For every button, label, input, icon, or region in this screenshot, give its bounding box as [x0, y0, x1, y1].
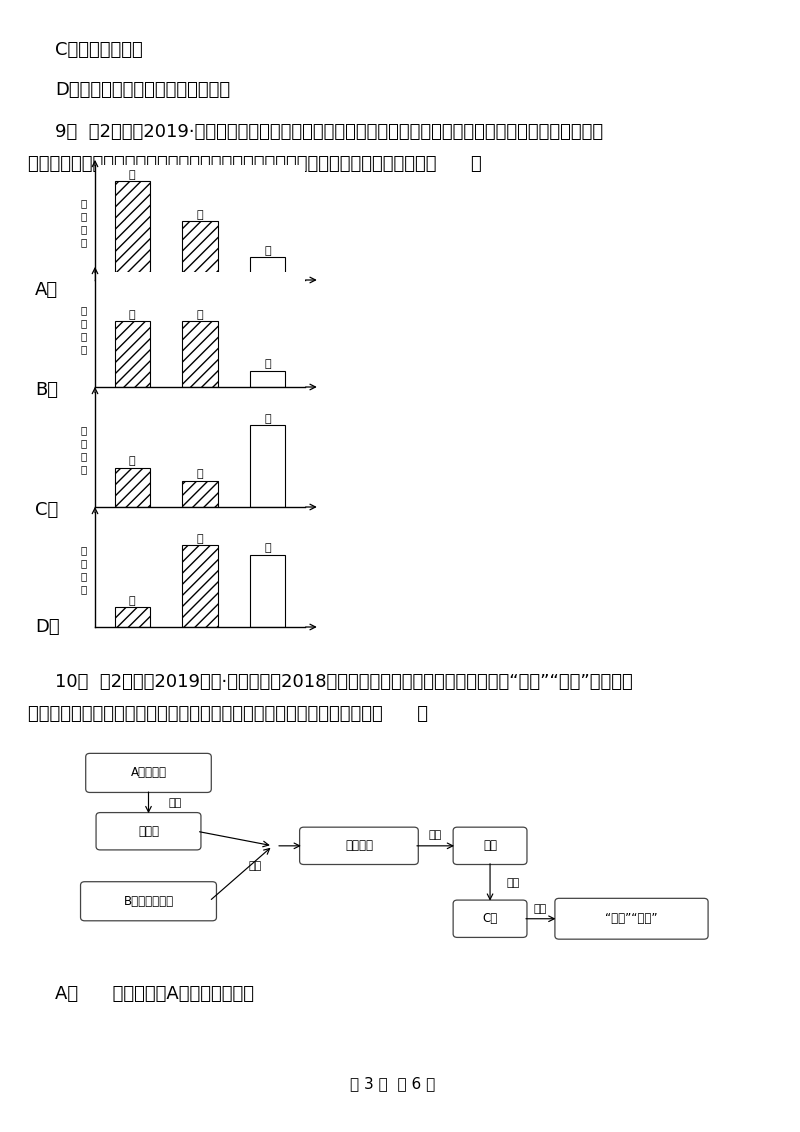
- Text: B．: B．: [35, 381, 58, 398]
- Bar: [114, 181, 150, 280]
- Text: “中中”“华华”: “中中”“华华”: [606, 912, 658, 925]
- Text: 9．  （2分）（2019·衡阳）某森林中生存着一群不同体色的蛾类，由于某种原因，森林中几乎所有树木的颜: 9． （2分）（2019·衡阳）某森林中生存着一群不同体色的蛾类，由于某种原因，…: [55, 123, 603, 142]
- Text: 棕: 棕: [129, 595, 135, 606]
- Text: A．      克隆动物与A猴的性状最相似: A． 克隆动物与A猴的性状最相似: [55, 985, 254, 1003]
- Y-axis label: 蛾
的
数
量: 蛾 的 数 量: [81, 424, 87, 474]
- Text: C．植物的器官少: C．植物的器官少: [55, 41, 142, 59]
- Text: C猴: C猴: [482, 912, 498, 925]
- Y-axis label: 蛾
的
数
量: 蛾 的 数 量: [81, 305, 87, 354]
- Text: 灰: 灰: [197, 310, 203, 320]
- Text: 棕: 棕: [129, 170, 135, 180]
- Text: 棕: 棕: [129, 310, 135, 320]
- Text: B猴去核卵细胞: B猴去核卵细胞: [123, 894, 174, 908]
- Text: 白: 白: [265, 413, 271, 423]
- Text: 取出: 取出: [168, 798, 182, 807]
- Y-axis label: 蛾
的
数
量: 蛾 的 数 量: [81, 544, 87, 594]
- Text: D．: D．: [35, 618, 60, 636]
- Text: 产下: 产下: [534, 903, 547, 914]
- Bar: [250, 555, 286, 627]
- Bar: [114, 607, 150, 627]
- Text: 白: 白: [265, 543, 271, 554]
- Bar: [182, 544, 218, 627]
- Text: 移植: 移植: [506, 877, 519, 887]
- Bar: [182, 321, 218, 387]
- Text: D．人由器官构成系统，再构成人体: D．人由器官构成系统，再构成人体: [55, 82, 230, 98]
- Bar: [250, 370, 286, 387]
- Text: 灰: 灰: [197, 533, 203, 543]
- Bar: [114, 468, 150, 507]
- Text: 灰: 灰: [197, 209, 203, 220]
- Text: 细胞核: 细胞核: [138, 825, 159, 838]
- Text: 培养: 培养: [429, 831, 442, 840]
- Text: A猴体细胞: A猴体细胞: [130, 766, 166, 780]
- Y-axis label: 蛾
的
数
量: 蛾 的 数 量: [81, 198, 87, 247]
- Text: 白: 白: [265, 246, 271, 256]
- Text: 人们的关注。下图是克隆猴的流程示意图，下列有关克隆的说法错误的是（      ）: 人们的关注。下图是克隆猴的流程示意图，下列有关克隆的说法错误的是（ ）: [28, 705, 428, 723]
- Text: 色都变成了灰白色。请你推测多年以后，下图中最能体现这群蛾类体色变化趋势的是（      ）: 色都变成了灰白色。请你推测多年以后，下图中最能体现这群蛾类体色变化趋势的是（ ）: [28, 155, 482, 173]
- Text: 10．  （2分）（2019八下·镇江月考）2018年，我国科学家成功培育出两只克隆猴“中中”“华华”，引起了: 10． （2分）（2019八下·镇江月考）2018年，我国科学家成功培育出两只克…: [55, 674, 633, 691]
- Bar: [182, 481, 218, 507]
- Bar: [182, 221, 218, 280]
- Text: A．: A．: [35, 281, 58, 299]
- FancyBboxPatch shape: [300, 827, 418, 865]
- Text: 融合细胞: 融合细胞: [345, 839, 373, 852]
- FancyBboxPatch shape: [453, 900, 527, 937]
- FancyBboxPatch shape: [86, 754, 211, 792]
- FancyBboxPatch shape: [96, 813, 201, 850]
- Text: 灰: 灰: [197, 470, 203, 479]
- Text: 第 3 页  共 6 页: 第 3 页 共 6 页: [350, 1077, 435, 1091]
- FancyBboxPatch shape: [453, 827, 527, 865]
- Bar: [114, 321, 150, 387]
- Bar: [250, 424, 286, 507]
- Text: 棕: 棕: [129, 456, 135, 466]
- Bar: [250, 257, 286, 280]
- Text: C．: C．: [35, 501, 58, 518]
- Text: 白: 白: [265, 359, 271, 369]
- Text: 胚胎: 胚胎: [483, 839, 497, 852]
- Text: 融合: 融合: [249, 861, 262, 872]
- FancyBboxPatch shape: [81, 882, 217, 920]
- FancyBboxPatch shape: [555, 899, 708, 940]
